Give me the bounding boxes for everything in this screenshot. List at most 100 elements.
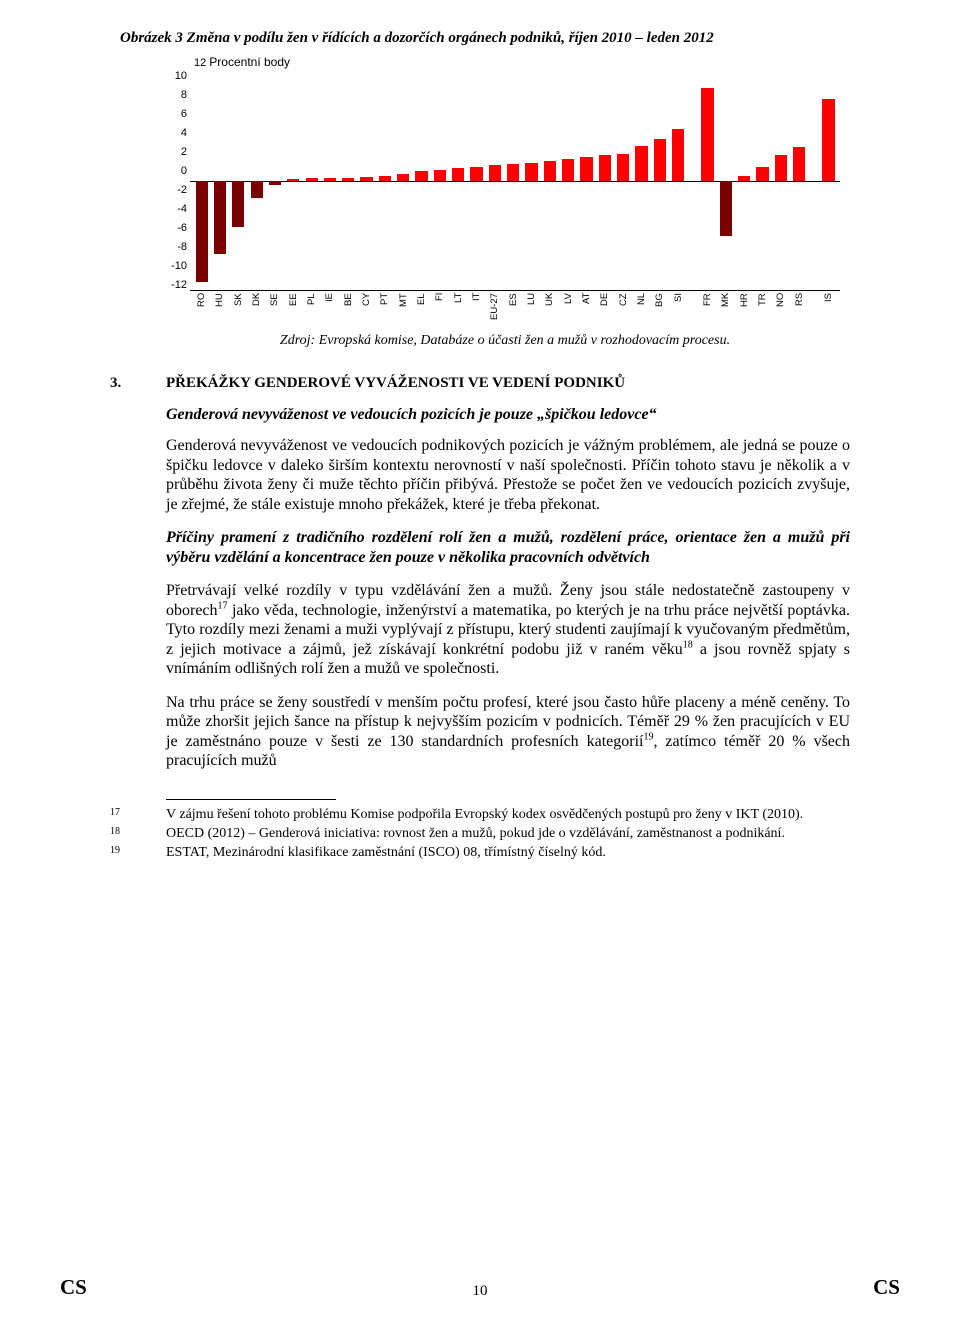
bar [214,181,226,254]
x-label: BG [652,293,667,323]
y-tick: 2 [170,147,187,158]
bar [525,163,537,181]
bar-slot [194,71,209,290]
bar [544,161,556,181]
y-tick: -4 [170,204,187,215]
y-tick: 10 [170,71,187,82]
footer-left: CS [60,1275,87,1300]
bar-slot [634,71,649,290]
bar-slot [561,71,576,290]
chart-bars [190,71,840,290]
bar-slot [524,71,539,290]
bar [562,159,574,181]
bar [672,129,684,181]
bar [654,139,666,181]
bar [452,168,464,181]
bar-slot [718,71,733,290]
x-label: LT [451,293,466,323]
bar [360,177,372,181]
footnote-rule [166,799,336,800]
bar-slot [469,71,484,290]
footnotes: 17 V zájmu řešení tohoto problému Komise… [110,806,850,861]
bar-slot [792,71,807,290]
subheading-1: Genderová nevyváženost ve vedoucích pozi… [166,406,850,424]
footnote-ref-18: 18 [683,639,693,650]
x-label: PL [304,293,319,323]
bar [617,154,629,182]
x-label: SI [671,293,686,323]
section-heading: 3. PŘEKÁŽKY GENDEROVÉ VYVÁŽENOSTI VE VED… [110,375,850,392]
bar-slot [579,71,594,290]
paragraph-2: Přetrvávají velké rozdíly v typu vzděláv… [166,581,850,679]
bar-slot [542,71,557,290]
x-label: DK [249,293,264,323]
x-label: UK [542,293,557,323]
subheading-2: Příčiny pramení z tradičního rozdělení r… [166,528,850,567]
bar [701,88,713,182]
bar [397,174,409,181]
bar-slot [773,71,788,290]
bar-slot [700,71,715,290]
y-tick: -12 [170,280,187,291]
bar [489,165,501,182]
x-label: HR [737,293,752,323]
footnote-ref-19: 19 [644,731,654,742]
bar-slot [249,71,264,290]
paragraph-1: Genderová nevyváženost ve vedoucích podn… [166,436,850,514]
bar-slot [341,71,356,290]
bar-slot [506,71,521,290]
y-tick: -10 [170,261,187,272]
section-title: PŘEKÁŽKY GENDEROVÉ VYVÁŽENOSTI VE VEDENÍ… [166,375,625,392]
bar [580,157,592,181]
bar-slot [396,71,411,290]
bar-slot [359,71,374,290]
bar-slot [432,71,447,290]
bar [287,179,299,181]
x-label: TR [755,293,770,323]
x-label: DE [597,293,612,323]
bar [269,181,281,185]
bar-slot [286,71,301,290]
bar [635,146,647,181]
bar [470,167,482,181]
x-label: IE [322,293,337,323]
x-label: NO [773,293,788,323]
page-footer: CS 10 CS [60,1275,900,1300]
paragraph-3: Na trhu práce se ženy soustředí v menším… [166,693,850,771]
x-label: CZ [616,293,631,323]
figure-title: Obrázek 3 Změna v podílu žen v řídících … [120,30,850,47]
bar-slot [414,71,429,290]
bar-slot [304,71,319,290]
x-label: AT [579,293,594,323]
footer-right: CS [873,1275,900,1300]
x-label: RO [194,293,209,323]
x-label: IS [821,293,836,323]
bar-slot [451,71,466,290]
x-label: BE [341,293,356,323]
x-label: MK [718,293,733,323]
bar-slot [377,71,392,290]
bar-slot [322,71,337,290]
bar-slot [267,71,282,290]
x-label: RS [792,293,807,323]
chart-plot [190,71,840,291]
y-tick: -2 [170,185,187,196]
bar [507,164,519,181]
bar [306,178,318,181]
bar [232,181,244,227]
bar-slot [671,71,686,290]
x-label: EL [414,293,429,323]
x-axis-labels: ROHUSKDKSEEEPLIEBECYPTMTELFILTITEU-27ESL… [190,293,840,323]
x-label: LV [561,293,576,323]
chart-source: Zdroj: Evropská komise, Databáze o účast… [170,333,840,349]
x-label: PT [377,293,392,323]
bar [775,155,787,181]
bar [324,178,336,181]
footnote-19: 19 ESTAT, Mezinárodní klasifikace zaměst… [110,844,850,861]
bar [379,176,391,181]
bar-slot [231,71,246,290]
x-label: IT [469,293,484,323]
bar [793,147,805,181]
y-tick: 6 [170,109,187,120]
x-label: MT [396,293,411,323]
